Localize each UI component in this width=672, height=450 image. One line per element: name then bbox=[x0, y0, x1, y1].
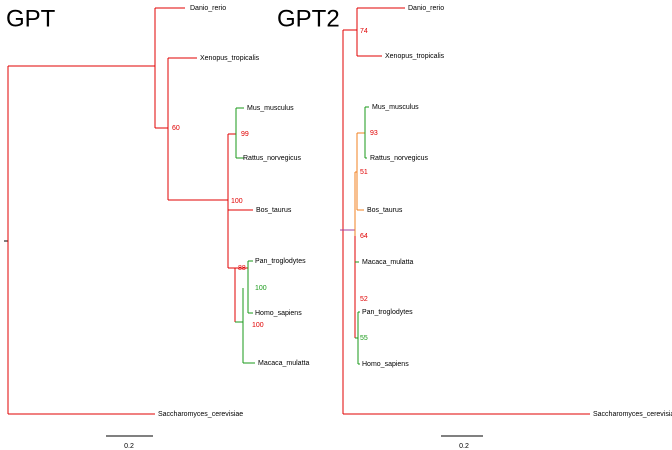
leaf-label: Saccharomyces_cerevisiae bbox=[158, 411, 243, 418]
support-label: 100 bbox=[255, 285, 267, 292]
support-label: 55 bbox=[360, 335, 368, 342]
branches bbox=[342, 7, 590, 415]
support-label: 52 bbox=[360, 296, 368, 303]
support-label: 100 bbox=[252, 322, 264, 329]
support-label: 60 bbox=[172, 125, 180, 132]
leaf-label: Bos_taurus bbox=[367, 207, 403, 214]
branches bbox=[7, 7, 253, 415]
leaf-label: Xenopus_tropicalis bbox=[200, 55, 260, 62]
support-label: 99 bbox=[241, 131, 249, 138]
leaf-label: Xenopus_tropicalis bbox=[385, 53, 445, 60]
leaf-label: Pan_troglodytes bbox=[255, 258, 306, 265]
support-label: 100 bbox=[231, 198, 243, 205]
scale-label: 0.2 bbox=[124, 443, 134, 450]
branches-green bbox=[235, 107, 255, 364]
scale-label: 0.2 bbox=[459, 443, 469, 450]
leaf-label: Danio_rerio bbox=[190, 5, 226, 12]
leaf-label: Bos_taurus bbox=[256, 207, 292, 214]
leaf-label: Danio_rerio bbox=[408, 5, 444, 12]
leaf-label: Macaca_mulatta bbox=[258, 360, 309, 367]
branches-green bbox=[355, 106, 369, 365]
support-label: 88 bbox=[238, 265, 246, 272]
gpt-panel: GPT Danio_rerio Xenopus_tropicalis Mus_m… bbox=[4, 5, 309, 450]
support-label: 64 bbox=[360, 233, 368, 240]
leaf-label: Rattus_norvegicus bbox=[370, 155, 428, 162]
support-label: 93 bbox=[370, 130, 378, 137]
leaf-label: Mus_musculus bbox=[372, 104, 419, 111]
gpt2-panel: GPT2 Danio_rerio Xenopus_tropicalis Mus_… bbox=[277, 5, 672, 450]
leaf-label: Homo_sapiens bbox=[362, 361, 409, 368]
leaf-label: Homo_sapiens bbox=[255, 310, 302, 317]
support-label: 74 bbox=[360, 28, 368, 35]
branches-orange bbox=[354, 132, 365, 236]
panel-title: GPT bbox=[6, 5, 56, 32]
panel-title: GPT2 bbox=[277, 5, 340, 32]
leaf-label: Pan_troglodytes bbox=[362, 309, 413, 316]
leaf-label: Mus_musculus bbox=[247, 105, 294, 112]
leaf-label: Saccharomyces_cerevisiae bbox=[593, 411, 672, 418]
support-label: 51 bbox=[360, 169, 368, 176]
leaf-label: Rattus_norvegicus bbox=[243, 155, 301, 162]
leaf-label: Macaca_mulatta bbox=[362, 259, 413, 266]
